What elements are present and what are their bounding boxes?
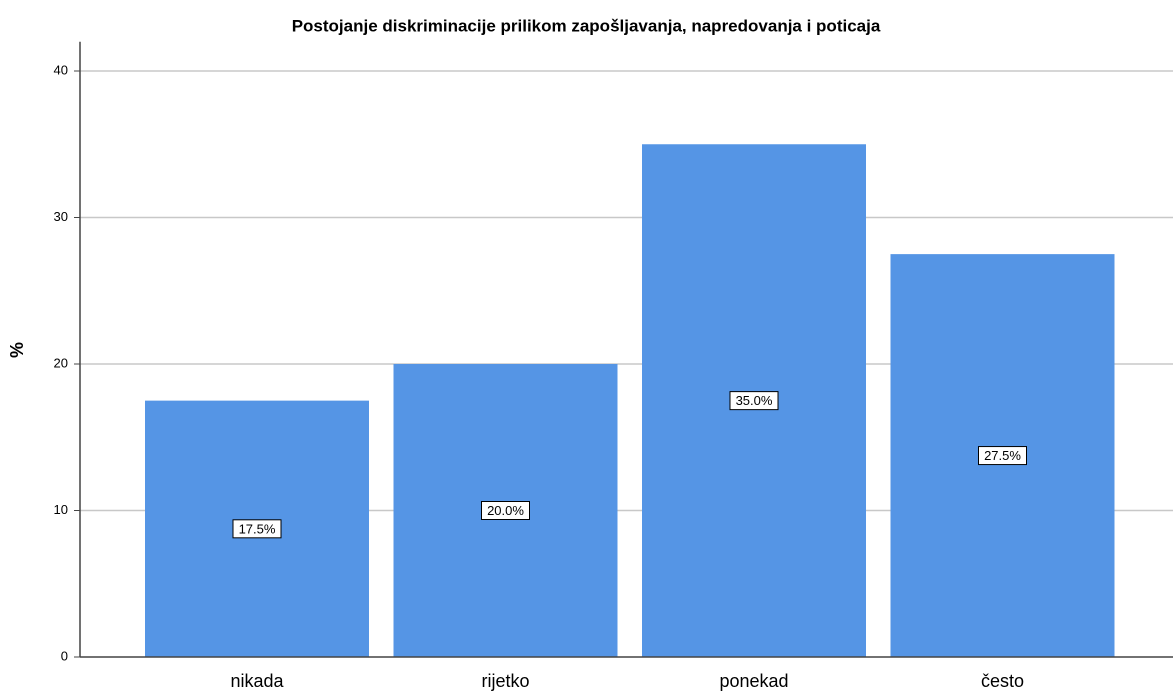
value-label: 20.0% (487, 503, 524, 518)
value-label: 35.0% (736, 393, 773, 408)
chart-title: Postojanje diskriminacije prilikom zapoš… (292, 16, 881, 35)
y-tick-label: 0 (61, 648, 68, 663)
y-tick-label: 10 (54, 502, 68, 517)
value-label-box (729, 391, 779, 411)
value-label-box (481, 501, 530, 520)
y-axis-label: % (7, 342, 27, 358)
x-tick-label: ponekad (719, 671, 788, 691)
value-label-box (978, 446, 1027, 466)
y-tick-label: 20 (54, 355, 68, 370)
value-label: 17.5% (239, 521, 276, 536)
x-tick-label: nikada (230, 671, 284, 691)
value-label: 27.5% (984, 448, 1021, 463)
x-tick-label: često (981, 671, 1024, 691)
x-tick-label: rijetko (481, 671, 529, 691)
value-label-box (232, 519, 282, 539)
y-tick-label: 40 (54, 62, 68, 77)
y-tick-label: 30 (54, 209, 68, 224)
